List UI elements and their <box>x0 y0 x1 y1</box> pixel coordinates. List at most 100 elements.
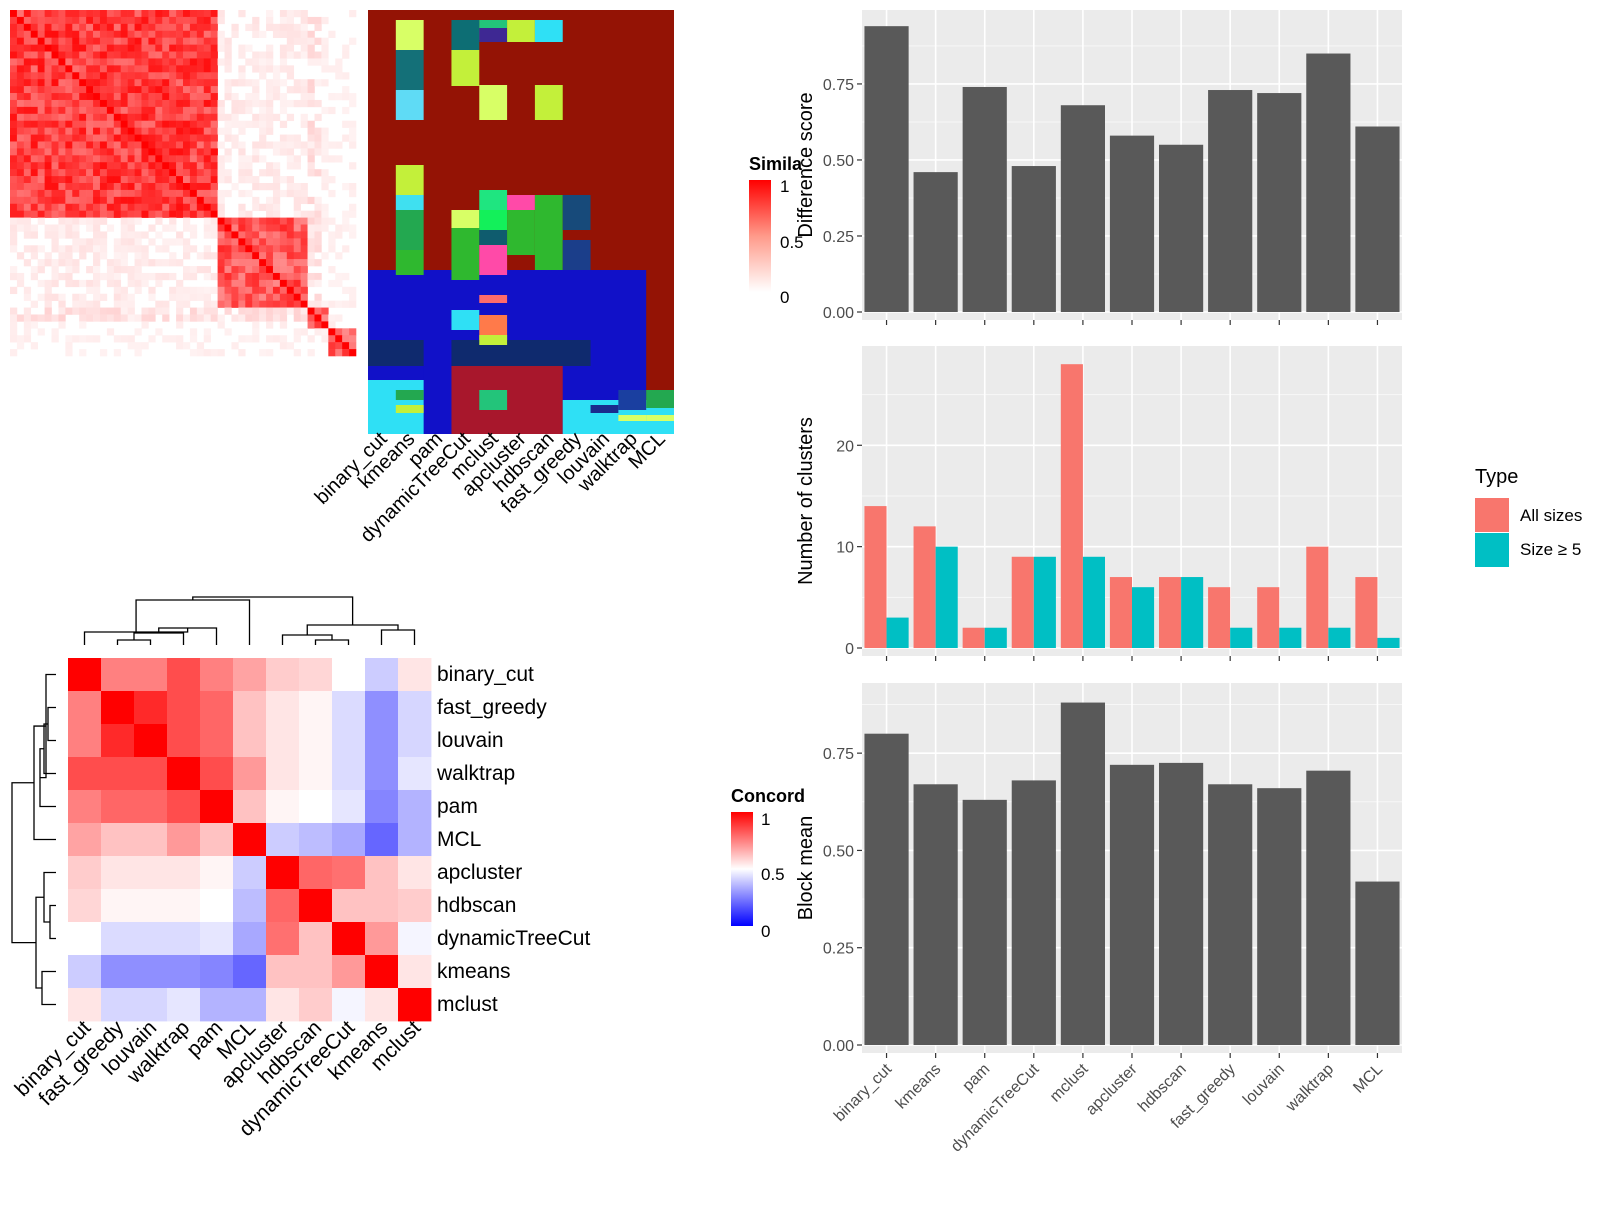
similarity-cell <box>217 10 225 18</box>
similarity-cell <box>120 266 128 274</box>
similarity-cell <box>86 65 94 73</box>
similarity-cell <box>65 307 73 315</box>
similarity-cell <box>176 259 184 267</box>
similarity-cell <box>293 307 301 315</box>
similarity-cell <box>93 286 101 295</box>
similarity-cell <box>321 65 329 73</box>
similarity-cell <box>169 252 177 260</box>
similarity-cell <box>328 30 336 38</box>
similarity-cell <box>99 93 108 101</box>
similarity-cell <box>307 141 315 149</box>
similarity-cell <box>266 65 274 73</box>
similarity-cell <box>231 286 239 295</box>
similarity-cell <box>120 238 128 246</box>
similarity-cell <box>86 141 94 149</box>
concordance-cell <box>299 691 333 725</box>
similarity-cell <box>127 120 135 128</box>
similarity-cell <box>16 224 25 232</box>
similarity-cell <box>238 127 246 135</box>
similarity-cell <box>321 79 329 87</box>
similarity-cell <box>349 293 357 301</box>
similarity-cell <box>120 162 128 170</box>
similarity-cell <box>183 203 191 211</box>
similarity-cell <box>127 148 135 156</box>
similarity-cell <box>65 203 73 211</box>
similarity-cell <box>79 203 87 211</box>
similarity-cell <box>203 86 211 94</box>
similarity-cell <box>217 314 225 322</box>
similarity-cell <box>231 245 239 253</box>
y-axis-label: Number of clusters <box>795 417 817 585</box>
similarity-cell <box>238 286 246 295</box>
similarity-cell <box>86 266 94 274</box>
similarity-cell <box>189 155 198 163</box>
similarity-cell <box>23 93 32 101</box>
similarity-cell <box>51 134 59 142</box>
similarity-cell <box>127 300 135 308</box>
similarity-cell <box>37 328 45 336</box>
similarity-cell <box>148 189 156 198</box>
similarity-cell <box>252 176 260 184</box>
similarity-cell <box>328 176 336 184</box>
similarity-cell <box>252 93 260 101</box>
similarity-cell <box>16 72 25 80</box>
similarity-cell <box>72 210 80 218</box>
similarity-cell <box>93 252 101 260</box>
similarity-cell <box>176 279 184 288</box>
similarity-cell <box>127 189 135 198</box>
similarity-cell <box>196 113 205 122</box>
similarity-cell <box>30 266 38 274</box>
similarity-cell <box>300 51 308 59</box>
membership-cell <box>451 210 480 228</box>
similarity-cell <box>272 113 281 122</box>
membership-cell <box>646 390 674 408</box>
similarity-cell <box>196 120 205 128</box>
similarity-cell <box>106 10 115 18</box>
similarity-cell <box>79 169 87 177</box>
similarity-cell <box>183 183 191 191</box>
similarity-cell <box>203 162 211 170</box>
similarity-cell <box>155 37 163 45</box>
similarity-cell <box>134 176 142 184</box>
similarity-cell <box>266 127 274 135</box>
similarity-cell <box>328 93 336 101</box>
similarity-cell <box>58 16 66 25</box>
similarity-cell <box>120 141 128 149</box>
similarity-cell <box>321 106 329 115</box>
similarity-cell <box>10 335 18 343</box>
concordance-legend-tick: 0 <box>761 922 770 941</box>
similarity-cell <box>183 44 191 52</box>
similarity-cell <box>176 65 184 73</box>
similarity-cell <box>307 155 315 163</box>
similarity-cell <box>23 183 32 191</box>
similarity-cell <box>30 16 38 25</box>
similarity-cell <box>203 141 211 149</box>
similarity-cell <box>328 155 336 163</box>
similarity-cell <box>224 189 232 198</box>
similarity-cell <box>259 127 267 135</box>
similarity-cell <box>231 272 239 281</box>
similarity-cell <box>286 72 295 80</box>
similarity-cell <box>238 72 246 80</box>
similarity-cell <box>252 314 260 322</box>
similarity-cell <box>65 51 73 59</box>
similarity-cell <box>148 86 156 94</box>
similarity-cell <box>210 210 218 218</box>
concordance-cell <box>266 988 300 1022</box>
similarity-cell <box>51 183 59 191</box>
similarity-cell <box>16 196 25 205</box>
similarity-cell <box>113 279 122 288</box>
similarity-cell <box>203 155 211 163</box>
similarity-cell <box>224 224 232 232</box>
similarity-cell <box>16 113 25 122</box>
similarity-cell <box>266 314 274 322</box>
y-tick-label: 20 <box>836 438 854 455</box>
similarity-cell <box>300 183 308 191</box>
similarity-cell <box>224 65 232 73</box>
similarity-cell <box>99 210 108 218</box>
similarity-cell <box>252 148 260 156</box>
similarity-cell <box>217 217 225 225</box>
similarity-cell <box>79 279 87 288</box>
similarity-cell <box>148 93 156 101</box>
similarity-cell <box>99 16 108 25</box>
